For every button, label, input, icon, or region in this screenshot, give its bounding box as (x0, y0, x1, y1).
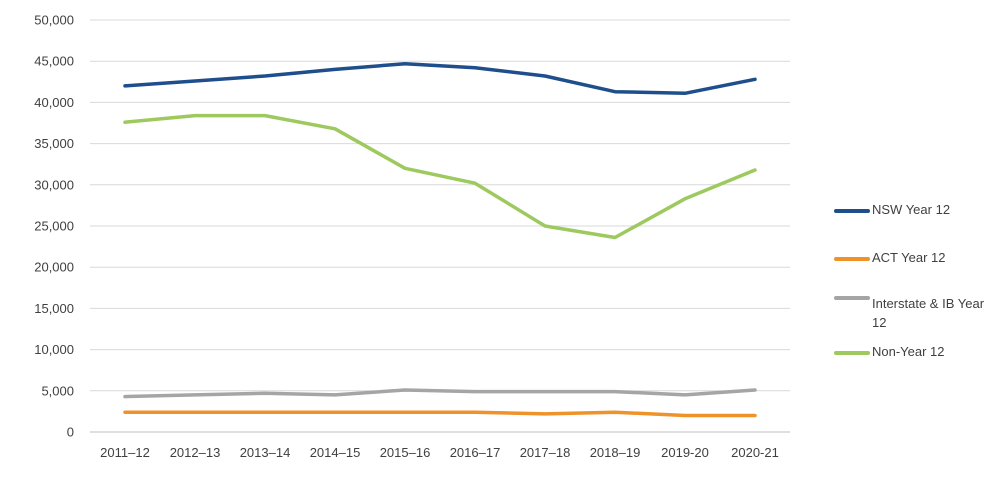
legend-label: Interstate & IB Year 12 (872, 296, 985, 330)
legend: NSW Year 12 ACT Year 12 Interstate & IB … (834, 200, 1000, 366)
y-tick-label: 20,000 (34, 260, 74, 275)
legend-item-act-year-12: ACT Year 12 (834, 248, 1000, 294)
series-line-interstate-ib-year-12 (123, 388, 757, 399)
y-tick-label: 30,000 (34, 177, 74, 192)
series-lines (123, 61, 757, 418)
legend-swatch (834, 296, 870, 300)
x-tick-label: 2012–13 (170, 445, 221, 460)
x-tick-label: 2013–14 (240, 445, 291, 460)
legend-item-non-year-12: Non-Year 12 (834, 342, 1000, 366)
y-tick-label: 35,000 (34, 136, 74, 151)
x-tick-label: 2015–16 (380, 445, 431, 460)
y-tick-label: 15,000 (34, 301, 74, 316)
x-tick-label: 2014–15 (310, 445, 361, 460)
series-line-nsw-year-12 (123, 61, 757, 96)
y-tick-label: 45,000 (34, 54, 74, 69)
y-tick-label: 5,000 (41, 383, 74, 398)
legend-swatch (834, 209, 870, 213)
legend-item-nsw-year-12: NSW Year 12 (834, 200, 1000, 248)
x-tick-label: 2016–17 (450, 445, 501, 460)
gridlines (90, 19, 790, 433)
x-tick-label: 2020-21 (731, 445, 779, 460)
legend-label: Non-Year 12 (872, 344, 945, 359)
x-axis-tick-labels: 2011–12 2012–13 2013–14 2014–15 2015–16 2016–… (100, 445, 779, 460)
y-tick-label: 10,000 (34, 342, 74, 357)
y-axis-tick-labels: 0 5,000 10,000 15,000 20,000 25,000 30,000 35,0… (34, 13, 74, 440)
legend-label: NSW Year 12 (872, 202, 951, 217)
legend-swatch (834, 351, 870, 355)
x-tick-label: 2017–18 (520, 445, 571, 460)
x-tick-label: 2011–12 (100, 445, 150, 460)
y-tick-label: 0 (67, 425, 74, 440)
y-tick-label: 25,000 (34, 219, 74, 234)
legend-swatch (834, 257, 870, 261)
x-tick-label: 2018–19 (590, 445, 641, 460)
y-tick-label: 40,000 (34, 95, 74, 110)
series-line-act-year-12 (123, 410, 757, 418)
legend-label: ACT Year 12 (872, 250, 946, 265)
legend-item-interstate-ib-year-12: Interstate & IB Year 12 (834, 294, 1000, 342)
series-line-non-year-12 (123, 113, 757, 240)
y-tick-label: 50,000 (34, 13, 74, 28)
x-tick-label: 2019-20 (661, 445, 709, 460)
